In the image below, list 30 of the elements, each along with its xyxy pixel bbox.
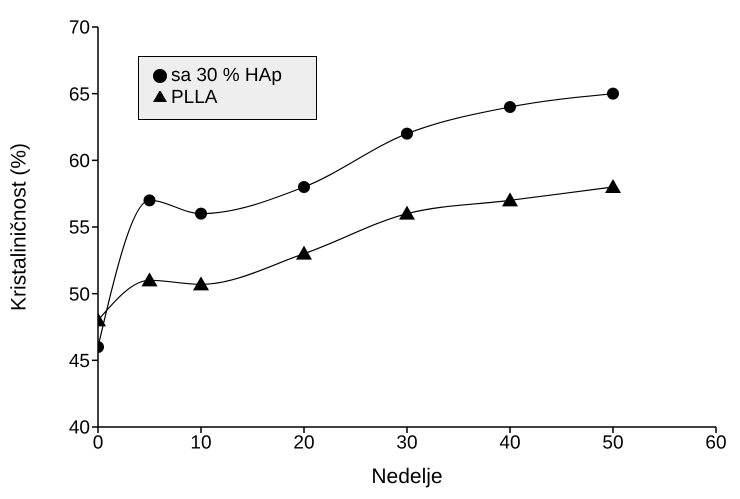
- y-tick-label: 50: [68, 284, 90, 306]
- point: [401, 128, 413, 140]
- y-tick-label: 60: [68, 151, 90, 172]
- x-axis-title: Nedelje: [371, 465, 443, 488]
- y-tick-label: 65: [68, 84, 90, 106]
- legend-label: sa 30 % HAp: [171, 65, 282, 86]
- x-tick-label: 0: [92, 432, 104, 454]
- point: [296, 246, 312, 260]
- point: [607, 88, 619, 100]
- point: [504, 101, 516, 113]
- x-tick-label: 60: [705, 432, 727, 454]
- point: [144, 194, 156, 206]
- x-tick-label: 30: [396, 432, 418, 454]
- y-tick-label: 40: [68, 418, 90, 439]
- point: [502, 192, 518, 206]
- x-tick-label: 40: [499, 432, 521, 454]
- y-tick-label: 55: [68, 218, 90, 239]
- point: [605, 179, 621, 193]
- legend-label: PLLA: [171, 87, 218, 108]
- point: [193, 276, 209, 290]
- y-axis-title: Kristaliničnost (%): [7, 142, 30, 312]
- point: [298, 181, 310, 193]
- point: [142, 272, 158, 286]
- x-tick-label: 20: [293, 432, 315, 454]
- x-tick-label: 10: [190, 432, 212, 454]
- point: [399, 206, 415, 220]
- x-tick-label: 50: [602, 432, 624, 454]
- y-tick-label: 45: [68, 351, 90, 372]
- point: [195, 208, 207, 220]
- y-tick-label: 70: [68, 18, 90, 39]
